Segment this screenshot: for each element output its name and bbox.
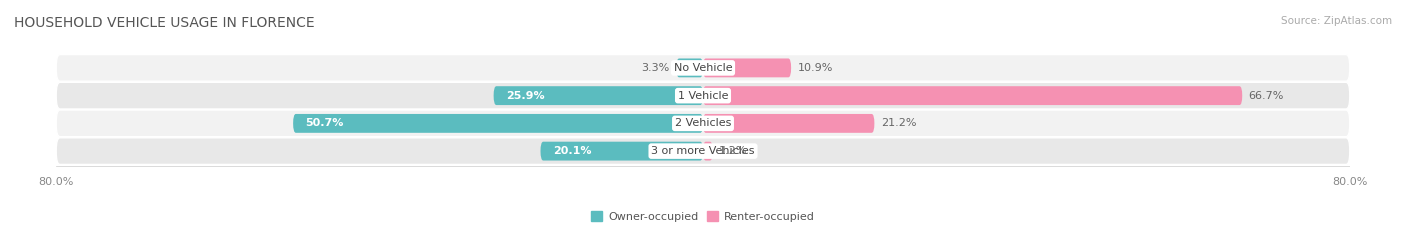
Text: 66.7%: 66.7% <box>1249 91 1284 101</box>
Text: 25.9%: 25.9% <box>506 91 544 101</box>
Text: 2 Vehicles: 2 Vehicles <box>675 118 731 128</box>
Legend: Owner-occupied, Renter-occupied: Owner-occupied, Renter-occupied <box>586 207 820 226</box>
Text: No Vehicle: No Vehicle <box>673 63 733 73</box>
Text: 3.3%: 3.3% <box>641 63 669 73</box>
Text: HOUSEHOLD VEHICLE USAGE IN FLORENCE: HOUSEHOLD VEHICLE USAGE IN FLORENCE <box>14 16 315 30</box>
FancyBboxPatch shape <box>494 86 703 105</box>
FancyBboxPatch shape <box>676 58 703 77</box>
FancyBboxPatch shape <box>703 114 875 133</box>
Text: 10.9%: 10.9% <box>797 63 832 73</box>
FancyBboxPatch shape <box>540 142 703 161</box>
Text: 3 or more Vehicles: 3 or more Vehicles <box>651 146 755 156</box>
FancyBboxPatch shape <box>56 138 1350 164</box>
Text: Source: ZipAtlas.com: Source: ZipAtlas.com <box>1281 16 1392 26</box>
FancyBboxPatch shape <box>56 82 1350 109</box>
Text: 21.2%: 21.2% <box>880 118 917 128</box>
FancyBboxPatch shape <box>56 110 1350 137</box>
Text: 20.1%: 20.1% <box>553 146 591 156</box>
FancyBboxPatch shape <box>703 86 1243 105</box>
Text: 1 Vehicle: 1 Vehicle <box>678 91 728 101</box>
FancyBboxPatch shape <box>703 58 792 77</box>
FancyBboxPatch shape <box>56 55 1350 81</box>
FancyBboxPatch shape <box>292 114 703 133</box>
Text: 1.2%: 1.2% <box>720 146 748 156</box>
FancyBboxPatch shape <box>703 142 713 161</box>
Text: 50.7%: 50.7% <box>305 118 343 128</box>
